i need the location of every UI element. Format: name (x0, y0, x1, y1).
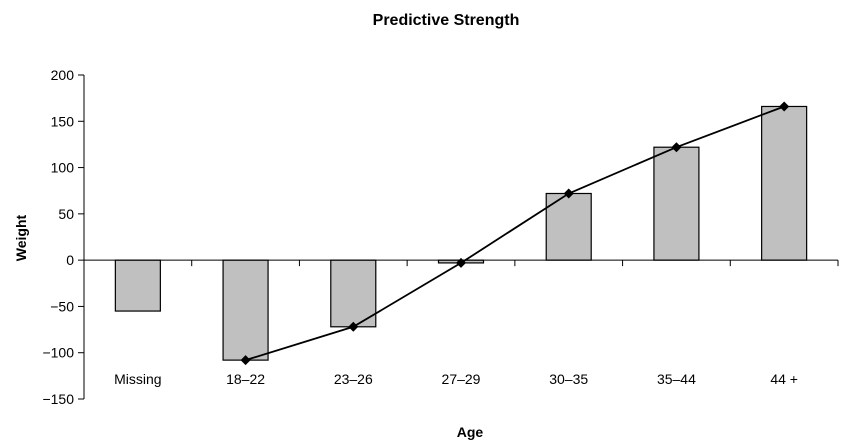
category-label: 44 + (770, 371, 798, 387)
category-label: 23–26 (334, 371, 373, 387)
y-tick-label: −50 (50, 298, 74, 314)
y-tick-label: −100 (42, 345, 74, 361)
plot-area: −150 −100 −50 0 50 100 150 200 Missing 18–22 23–26… (42, 67, 839, 407)
y-tick-label: 100 (51, 160, 75, 176)
bar (114, 259, 161, 312)
bar (653, 146, 700, 261)
diamond-marker (671, 142, 682, 153)
bar (222, 259, 269, 361)
x-axis-title: Age (457, 424, 484, 440)
category-label: 18–22 (226, 371, 265, 387)
bar (545, 192, 592, 261)
bar (761, 105, 808, 261)
y-axis-title: Weight (13, 214, 29, 261)
y-tick-label: −150 (42, 391, 74, 407)
category-label: Missing (114, 371, 161, 387)
category-label: 27–29 (442, 371, 481, 387)
diamond-marker (779, 101, 790, 112)
category-label: 30–35 (549, 371, 588, 387)
y-tick-label: 50 (58, 206, 74, 222)
y-tick-label: 200 (51, 67, 75, 83)
diamond-marker (563, 188, 574, 199)
series-line (245, 105, 785, 361)
diamond-marker (348, 321, 359, 332)
y-tick-label: 150 (51, 113, 75, 129)
y-tick-label: 0 (66, 252, 74, 268)
diamond-marker (240, 355, 251, 366)
chart-title: Predictive Strength (373, 12, 520, 29)
diamond-marker (456, 257, 466, 268)
category-label: 35–44 (657, 371, 696, 387)
